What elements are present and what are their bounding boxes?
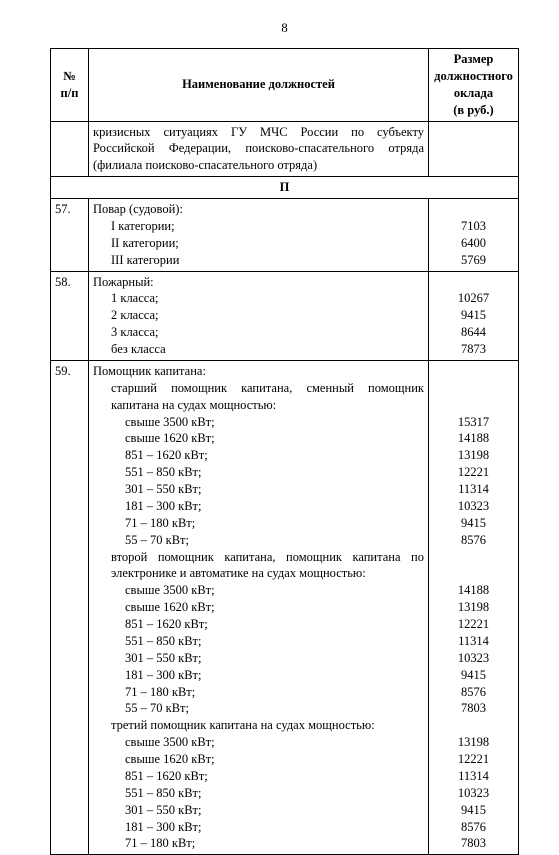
continuation-row: кризисных ситуациях ГУ МЧС России по суб… (51, 121, 519, 177)
item-label: свыше 1620 кВт; (93, 751, 424, 768)
item-value: 7103 (433, 218, 514, 235)
header-val: Размер должностного оклада (в руб.) (429, 49, 519, 122)
item-value: 7873 (433, 341, 514, 358)
table-row: 58. Пожарный: 1 класса; 2 класса; 3 клас… (51, 271, 519, 360)
item-value: 11314 (433, 768, 514, 785)
item-label: 1 класса; (93, 290, 424, 307)
row-title: Пожарный: (93, 274, 424, 291)
item-label: 181 – 300 кВт; (93, 667, 424, 684)
item-value: 12221 (433, 751, 514, 768)
table-row: 59. Помощник капитана: старший помощник … (51, 360, 519, 854)
row-title: Повар (судовой): (93, 201, 424, 218)
row-name: Пожарный: 1 класса; 2 класса; 3 класса; … (89, 271, 429, 360)
item-label: 551 – 850 кВт; (93, 633, 424, 650)
row-title: Помощник капитана: (93, 363, 424, 380)
item-value: 8576 (433, 819, 514, 836)
item-value: 8576 (433, 684, 514, 701)
item-value: 6400 (433, 235, 514, 252)
page-number: 8 (50, 20, 519, 36)
document-page: 8 № п/п Наименование должностей Размер д… (0, 0, 559, 800)
item-value: 9415 (433, 307, 514, 324)
item-label: 181 – 300 кВт; (93, 819, 424, 836)
item-label: свыше 1620 кВт; (93, 430, 424, 447)
item-value: 11314 (433, 481, 514, 498)
item-label: 851 – 1620 кВт; (93, 447, 424, 464)
item-label: 551 – 850 кВт; (93, 785, 424, 802)
item-label: 301 – 550 кВт; (93, 650, 424, 667)
row-values: 10267 9415 8644 7873 (429, 271, 519, 360)
item-label: 851 – 1620 кВт; (93, 616, 424, 633)
table-header-row: № п/п Наименование должностей Размер дол… (51, 49, 519, 122)
row-name: Помощник капитана: старший помощник капи… (89, 360, 429, 854)
section-letter: П (51, 177, 519, 199)
item-value: 9415 (433, 802, 514, 819)
continuation-num (51, 121, 89, 177)
item-value: 15317 (433, 414, 514, 431)
item-value: 10323 (433, 650, 514, 667)
item-value: 10323 (433, 785, 514, 802)
group-subtitle: второй помощник капитана, помощник капит… (93, 549, 424, 583)
row-name: Повар (судовой): I категории; II категор… (89, 199, 429, 272)
item-value: 14188 (433, 430, 514, 447)
item-label: 551 – 850 кВт; (93, 464, 424, 481)
row-values: 7103 6400 5769 (429, 199, 519, 272)
item-label: без класса (93, 341, 424, 358)
section-row: П (51, 177, 519, 199)
item-label: свыше 3500 кВт; (93, 734, 424, 751)
group-subtitle: старший помощник капитана, сменный помощ… (93, 380, 424, 414)
item-label: 71 – 180 кВт; (93, 684, 424, 701)
item-label: свыше 3500 кВт; (93, 414, 424, 431)
item-value: 14188 (433, 582, 514, 599)
item-value: 8644 (433, 324, 514, 341)
item-value: 11314 (433, 633, 514, 650)
item-label: I категории; (93, 218, 424, 235)
item-label: 2 класса; (93, 307, 424, 324)
continuation-val (429, 121, 519, 177)
item-label: 301 – 550 кВт; (93, 802, 424, 819)
group-subtitle: третий помощник капитана на судах мощнос… (93, 717, 424, 734)
item-value: 12221 (433, 616, 514, 633)
item-value: 13198 (433, 599, 514, 616)
row-num: 57. (51, 199, 89, 272)
item-value: 13198 (433, 734, 514, 751)
item-label: свыше 3500 кВт; (93, 582, 424, 599)
item-value: 9415 (433, 515, 514, 532)
item-value: 10267 (433, 290, 514, 307)
item-label: 851 – 1620 кВт; (93, 768, 424, 785)
continuation-text: кризисных ситуациях ГУ МЧС России по суб… (89, 121, 429, 177)
item-label: 301 – 550 кВт; (93, 481, 424, 498)
item-value: 12221 (433, 464, 514, 481)
item-label: 55 – 70 кВт; (93, 700, 424, 717)
header-name: Наименование должностей (89, 49, 429, 122)
item-label: III категории (93, 252, 424, 269)
item-label: 3 класса; (93, 324, 424, 341)
table-row: 57. Повар (судовой): I категории; II кат… (51, 199, 519, 272)
row-num: 58. (51, 271, 89, 360)
item-value: 9415 (433, 667, 514, 684)
row-num: 59. (51, 360, 89, 854)
item-label: свыше 1620 кВт; (93, 599, 424, 616)
salary-table: № п/п Наименование должностей Размер дол… (50, 48, 519, 855)
item-value: 13198 (433, 447, 514, 464)
item-value: 7803 (433, 700, 514, 717)
item-value: 7803 (433, 835, 514, 852)
item-label: II категории; (93, 235, 424, 252)
item-label: 71 – 180 кВт; (93, 515, 424, 532)
item-label: 71 – 180 кВт; (93, 835, 424, 852)
item-value: 10323 (433, 498, 514, 515)
row-values: 15317 14188 13198 12221 11314 10323 9415… (429, 360, 519, 854)
item-value: 5769 (433, 252, 514, 269)
item-label: 181 – 300 кВт; (93, 498, 424, 515)
item-value: 8576 (433, 532, 514, 549)
item-label: 55 – 70 кВт; (93, 532, 424, 549)
header-num: № п/п (51, 49, 89, 122)
